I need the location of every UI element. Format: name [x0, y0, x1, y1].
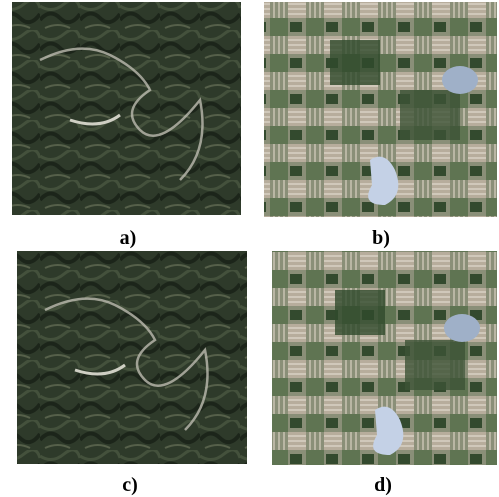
figure: a) b) c) d): [0, 0, 499, 497]
panel-image-d: [272, 251, 497, 465]
panel-image-a: [12, 2, 241, 215]
panel-label: a): [120, 227, 137, 249]
page: a) b) c) d) (() => { const data = JSON.p…: [0, 0, 499, 497]
panel-label: c): [122, 474, 138, 496]
panel-label: b): [372, 227, 390, 249]
panel-label: d): [374, 474, 392, 496]
panel-image-c: [17, 251, 247, 464]
panel-image-b: [264, 2, 497, 217]
